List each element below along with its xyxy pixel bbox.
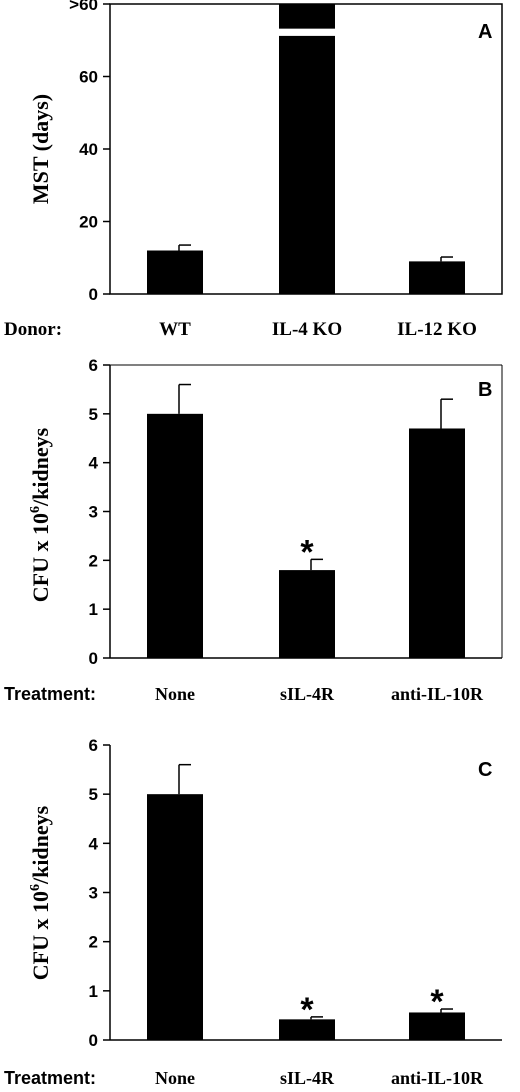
- panel-c-category-0: None: [155, 1068, 195, 1088]
- panel-a-ytick-label: 60: [79, 68, 98, 87]
- panel-a-ytick-label: 40: [79, 140, 98, 159]
- panel-b-bar-0: [147, 413, 203, 658]
- panel-c-bar-2: [409, 1012, 465, 1040]
- panel-b-ylabel-suffix: /kidneys: [28, 427, 53, 507]
- panel-c-categories: None sIL-4R anti-IL-10R: [155, 1068, 484, 1088]
- panel-b-ytick-label: 4: [89, 454, 99, 473]
- panel-a-bar-1: [279, 35, 335, 295]
- panel-c-category-1: sIL-4R: [280, 1068, 335, 1088]
- panel-b-ytick-label: 0: [89, 649, 98, 668]
- panel-c-bar-0: [147, 794, 203, 1040]
- panel-b-category-2: anti-IL-10R: [391, 684, 484, 704]
- panel-c-ylabel-main: CFU x 10: [28, 891, 53, 980]
- panel-b-ytick-label: 3: [89, 503, 98, 522]
- panel-b-ylabel-superscript: 6: [28, 506, 43, 513]
- panel-b-group-label: Treatment:: [4, 684, 96, 704]
- panel-a-categories: WT IL-4 KO IL-12 KO: [159, 319, 477, 340]
- panel-b-ytick-label: 2: [89, 551, 98, 570]
- panel-a-ytick-label: >60: [69, 0, 98, 14]
- panel-a-category-1: IL-4 KO: [272, 319, 342, 340]
- panel-a: A MST (days) Donor: 0 20 40 60 >60 WT IL-4 KO…: [4, 0, 503, 340]
- panel-b-categories: None sIL-4R anti-IL-10R: [155, 684, 484, 704]
- panel-a-yticks: 0 20 40 60 >60: [69, 0, 110, 304]
- panel-c-ytick-label: 4: [89, 834, 99, 853]
- panel-b-significance-1: *: [300, 533, 314, 571]
- panel-c-ytick-label: 1: [89, 982, 98, 1001]
- panel-c-bars: * *: [147, 763, 465, 1040]
- panel-a-letter: A: [478, 21, 492, 43]
- panel-c-ytick-label: 0: [89, 1031, 98, 1050]
- panel-b-ylabel-main: CFU x 10: [28, 513, 53, 602]
- panel-c-significance-1: *: [300, 991, 314, 1029]
- panel-b-yticks: 0 1 2 3 4 5 6: [89, 356, 110, 668]
- panel-c-category-2: anti-IL-10R: [391, 1068, 484, 1088]
- panel-a-bars: [147, 4, 465, 295]
- panel-a-ytick-label: 20: [79, 213, 98, 232]
- panel-b-category-1: sIL-4R: [280, 684, 335, 704]
- panel-c-significance-2: *: [430, 983, 444, 1021]
- panel-b-ylabel: CFU x 106/kidneys: [28, 427, 53, 602]
- panel-b-bars: *: [147, 383, 465, 658]
- panel-c-ylabel-superscript: 6: [28, 884, 43, 891]
- panel-b-category-0: None: [155, 684, 195, 704]
- panel-c-group-label: Treatment:: [4, 1068, 96, 1088]
- panel-b-ytick-label: 5: [89, 405, 98, 424]
- panel-c-bar-1: [279, 1019, 335, 1040]
- panel-a-bar-0: [147, 250, 203, 294]
- panel-c-ytick-label: 2: [89, 933, 98, 952]
- panel-a-group-label: Donor:: [4, 319, 62, 340]
- panel-b-bar-1: [279, 570, 335, 658]
- panel-b-ytick-label: 1: [89, 600, 98, 619]
- panel-c-ylabel: CFU x 106/kidneys: [28, 805, 53, 980]
- panel-b-letter: B: [478, 379, 492, 401]
- panel-c-ytick-label: 5: [89, 785, 98, 804]
- panel-a-ytick-label: 0: [89, 285, 98, 304]
- panel-a-category-0: WT: [159, 319, 191, 340]
- panel-b-ytick-label: 6: [89, 356, 98, 375]
- panel-c-ytick-label: 6: [89, 736, 98, 755]
- panel-c-ylabel-suffix: /kidneys: [28, 805, 53, 885]
- panel-c-yticks: 0 1 2 3 4 5 6: [89, 736, 110, 1050]
- panel-c-ytick-label: 3: [89, 884, 98, 903]
- panel-b-bar-2: [409, 428, 465, 658]
- panel-a-category-2: IL-12 KO: [397, 319, 477, 340]
- panel-c-letter: C: [478, 759, 492, 781]
- panel-a-bar-2: [409, 261, 465, 294]
- panel-a-ylabel: MST (days): [28, 94, 53, 204]
- panel-a-bar-1-top-segment: [279, 4, 335, 29]
